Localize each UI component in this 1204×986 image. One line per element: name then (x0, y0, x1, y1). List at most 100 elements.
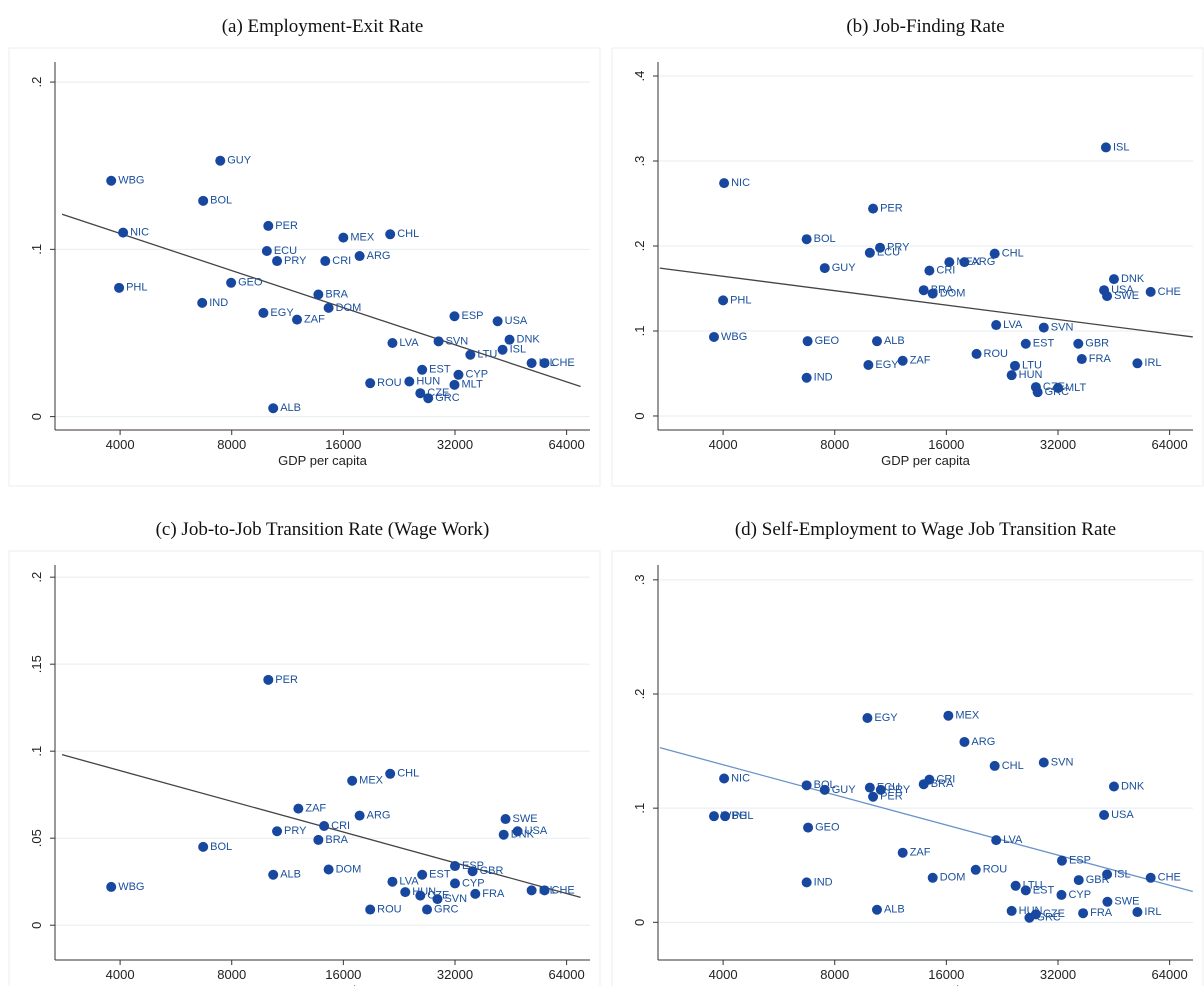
point-label: ZAF (305, 803, 326, 815)
point (897, 847, 908, 858)
point-label: CYP (462, 877, 485, 889)
point-label: ROU (983, 864, 1008, 876)
point (991, 835, 1002, 846)
point-label: CRI (936, 265, 955, 277)
point (897, 355, 908, 366)
point (313, 289, 324, 300)
point (708, 811, 719, 822)
point-label: BOL (210, 195, 232, 207)
point-label: WBG (118, 175, 144, 187)
point (320, 256, 331, 267)
point (433, 336, 444, 347)
point (819, 784, 830, 795)
x-axis-label: GDP per capita (881, 983, 970, 986)
point (465, 349, 476, 360)
point (498, 829, 509, 840)
x-tick-label: 32000 (437, 967, 473, 982)
chart-title: (c) Job-to-Job Transition Rate (Wage Wor… (156, 519, 490, 540)
point-label: PRY (284, 255, 307, 267)
point-label: DOM (940, 287, 966, 299)
point (1032, 387, 1043, 398)
point (1009, 360, 1020, 371)
point (989, 760, 1000, 771)
point-label: GRC (434, 903, 459, 915)
point (719, 178, 730, 189)
point-label: CRI (332, 255, 351, 267)
point-label: DNK (1121, 780, 1145, 792)
point (1020, 885, 1031, 896)
point (1010, 880, 1021, 891)
point (1102, 869, 1113, 880)
point-label: LVA (399, 876, 419, 888)
point-label: USA (525, 825, 548, 837)
point-label: CHL (1002, 760, 1024, 772)
point-label: SWE (1114, 290, 1139, 302)
point (1078, 908, 1089, 919)
point (106, 881, 117, 892)
point (718, 295, 729, 306)
x-tick-label: 8000 (820, 437, 849, 452)
x-tick-label: 16000 (928, 967, 964, 982)
point-label: ALB (280, 869, 301, 881)
point-label: PHL (732, 810, 753, 822)
x-tick-label: 32000 (1040, 967, 1076, 982)
panel-frame (611, 47, 1204, 487)
point (432, 894, 443, 905)
point (918, 779, 929, 790)
point (819, 263, 830, 274)
point (118, 227, 129, 238)
point (989, 248, 1000, 259)
point-label: SVN (446, 335, 469, 347)
point-label: BRA (931, 778, 954, 790)
point-label: BOL (210, 841, 232, 853)
fit-line (61, 213, 581, 388)
point-label: LVA (1003, 319, 1023, 331)
point (959, 736, 970, 747)
point-label: PRY (888, 784, 911, 796)
x-tick-label: 32000 (1040, 437, 1076, 452)
point (423, 393, 434, 404)
point-label: CHL (1002, 248, 1024, 260)
point-label: MEX (350, 232, 375, 244)
point-label: HUN (416, 375, 440, 387)
point (871, 336, 882, 347)
point-label: GBR (480, 865, 504, 877)
point (449, 311, 460, 322)
point (387, 876, 398, 887)
point-label: GUY (227, 155, 252, 167)
point (944, 257, 955, 268)
point-label: NIC (731, 177, 750, 189)
y-tick-label: .3 (632, 156, 647, 167)
point-label: CHE (552, 884, 575, 896)
point-label: BRA (325, 834, 348, 846)
point-label: HUN (1019, 369, 1043, 381)
y-tick-label: .3 (632, 574, 647, 585)
point-label: CRI (936, 774, 955, 786)
point (261, 246, 272, 257)
point-label: ALB (280, 402, 301, 414)
point-label: EGY (874, 712, 898, 724)
point (258, 307, 269, 318)
chart-title: (d) Self-Employment to Wage Job Transiti… (735, 519, 1116, 540)
y-tick-label: .15 (29, 655, 44, 673)
point (1102, 291, 1113, 302)
point-label: PHL (730, 294, 751, 306)
point-label: ZAF (910, 355, 931, 367)
point-label: GRC (1036, 912, 1061, 924)
y-tick-label: 0 (632, 919, 647, 926)
x-tick-label: 8000 (820, 967, 849, 982)
point-label: CHL (397, 768, 419, 780)
point (1006, 370, 1017, 381)
point-label: CHE (1158, 872, 1181, 884)
point-label: ESP (461, 310, 483, 322)
point-label: EST (429, 869, 451, 881)
y-tick-label: 0 (632, 412, 647, 419)
point-label: DOM (940, 872, 966, 884)
point (1073, 338, 1084, 349)
x-tick-label: 64000 (1152, 967, 1188, 982)
point (417, 869, 428, 880)
point-label: ARG (367, 809, 391, 821)
panel-frame (611, 550, 1204, 986)
point-label: PER (275, 674, 298, 686)
